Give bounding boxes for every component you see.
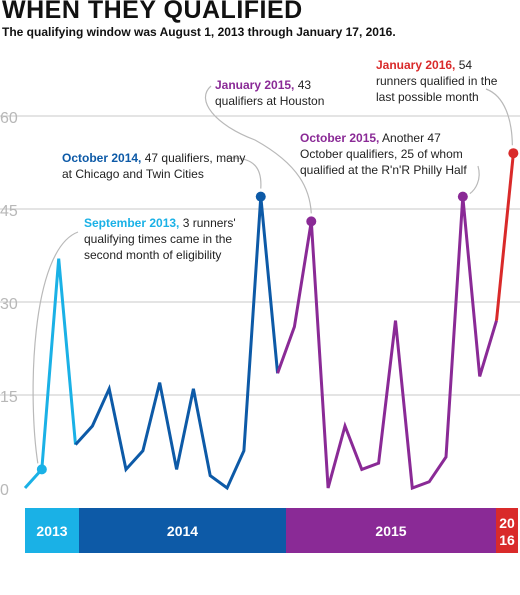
annotation-oct-2015: October 2015, Another 47 October qualifi… bbox=[300, 130, 482, 178]
highlight-point-2015-10 bbox=[457, 191, 468, 202]
annotation-lead: January 2016, bbox=[376, 58, 456, 72]
year-band-2013 bbox=[25, 508, 79, 553]
annotation-text: 3 runners' qualifying times came in the … bbox=[84, 216, 236, 262]
annotation-lead: January 2015, bbox=[215, 78, 295, 92]
year-bands: 2013 2014 2015 2016 bbox=[25, 508, 518, 553]
annotation-jan-2016: January 2016, 54 runners qualified in th… bbox=[376, 57, 511, 105]
gridlines bbox=[0, 115, 520, 396]
annotation-lead: September 2013, bbox=[84, 216, 180, 230]
annotation-lead: October 2014, bbox=[62, 151, 142, 165]
leader-line-0 bbox=[32, 231, 79, 464]
y-tick-label: 15 bbox=[0, 389, 18, 406]
series-line-2013 bbox=[23, 258, 77, 490]
y-tick-label: 45 bbox=[0, 203, 18, 220]
annotation-oct-2014: October 2014, 47 qualifiers, many at Chi… bbox=[62, 150, 252, 182]
y-tick-label: 30 bbox=[0, 296, 18, 313]
series-line-2016 bbox=[495, 153, 515, 321]
annotation-jan-2015: January 2015, 43 qualifiers at Houston bbox=[215, 77, 340, 109]
annotation-text: 54 runners qualified in the last possibl… bbox=[376, 58, 498, 104]
leader-line-1 bbox=[225, 157, 262, 189]
year-band-2015 bbox=[286, 508, 496, 553]
highlight-point-2014-10 bbox=[255, 191, 266, 202]
chart-title: WHEN THEY QUALIFIED bbox=[2, 0, 303, 24]
leader-line-2 bbox=[204, 85, 312, 214]
y-axis-ticks: 0 15 30 45 60 bbox=[0, 110, 18, 499]
year-band-label: 2015 bbox=[375, 523, 406, 539]
series-lines bbox=[23, 153, 515, 491]
highlight-point-2016-01 bbox=[508, 148, 519, 159]
leader-line-4 bbox=[485, 88, 513, 146]
annotation-sep-2013: September 2013, 3 runners' qualifying ti… bbox=[84, 215, 254, 263]
annotation-text: Another 47 October qualifiers, 25 of who… bbox=[300, 131, 467, 177]
series-line-2015 bbox=[276, 196, 498, 491]
y-tick-label: 60 bbox=[0, 110, 18, 127]
highlight-points bbox=[36, 148, 519, 475]
year-band-label: 2013 bbox=[36, 523, 67, 539]
highlight-point-2013-09 bbox=[36, 464, 47, 475]
highlight-point-2015-01 bbox=[306, 216, 317, 227]
leader-line-3 bbox=[469, 165, 480, 195]
annotation-text: 47 qualifiers, many at Chicago and Twin … bbox=[62, 151, 246, 181]
y-tick-label: 0 bbox=[0, 482, 9, 499]
series-line-2014 bbox=[74, 196, 280, 491]
year-band-label: 20 bbox=[499, 515, 515, 531]
chart-subtitle: The qualifying window was August 1, 2013… bbox=[2, 25, 396, 39]
year-band-2014 bbox=[79, 508, 286, 553]
year-band-label: 16 bbox=[499, 532, 515, 548]
year-band-2016 bbox=[496, 508, 518, 553]
annotation-text: 43 qualifiers at Houston bbox=[215, 78, 325, 108]
annotation-leader-lines bbox=[32, 85, 513, 464]
annotation-lead: October 2015, bbox=[300, 131, 380, 145]
year-band-label: 2014 bbox=[167, 523, 198, 539]
